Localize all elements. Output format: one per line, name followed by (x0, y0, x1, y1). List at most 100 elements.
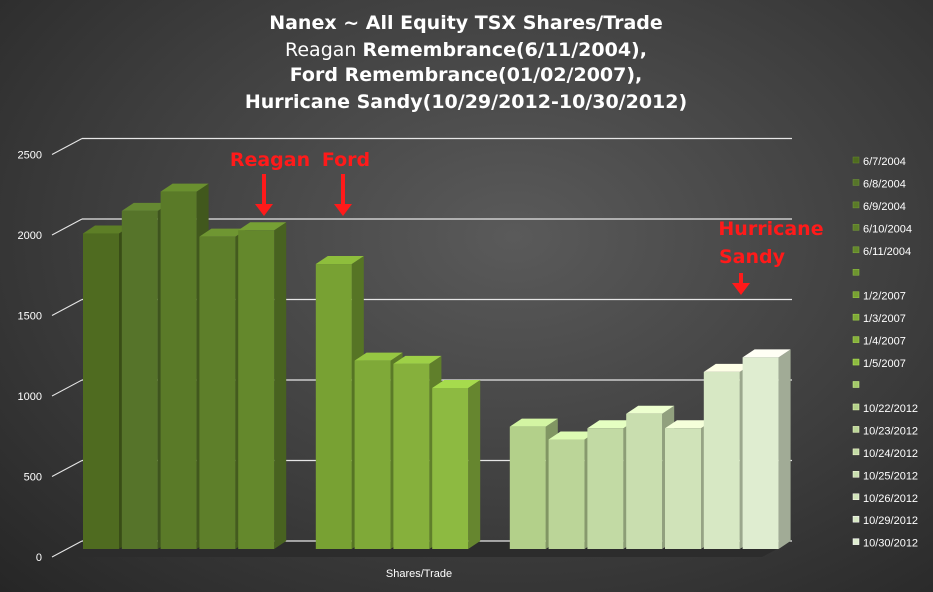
bar-front (160, 191, 197, 549)
legend-swatch (852, 313, 860, 321)
legend-swatch (852, 493, 860, 500)
legend-label: 10/30/2012 (863, 538, 918, 550)
title-line: Nanex ~ All Equity TSX Shares/Trade (269, 12, 663, 34)
legend-swatch (852, 156, 860, 164)
legend-label: 1/4/2007 (863, 336, 906, 348)
legend-label: 1/3/2007 (863, 313, 906, 325)
bar-front (354, 360, 391, 549)
legend-item (852, 269, 860, 276)
legend-item: 10/22/2012 (852, 403, 918, 415)
legend-swatch (852, 471, 860, 478)
legend-item: 1/4/2007 (852, 336, 906, 348)
legend-swatch (852, 179, 860, 186)
y-tick-label: 1500 (18, 311, 42, 323)
bar-front (548, 439, 585, 549)
bar-top (703, 363, 752, 372)
bar-front (238, 230, 275, 549)
title-line: Ford Remembrance(01/02/2007), (290, 64, 643, 86)
bar-front (742, 357, 779, 549)
chart-bars (83, 183, 791, 549)
bar (742, 349, 791, 549)
legend-item: 10/25/2012 (852, 470, 918, 482)
title-line: Reagan Remembrance(6/11/2004), (285, 39, 647, 61)
legend-label: 1/5/2007 (863, 358, 906, 370)
y-tick-label: 2000 (18, 230, 42, 242)
legend-item: 10/30/2012 (852, 538, 918, 550)
gridline-diagonal (51, 540, 83, 558)
legend-swatch (852, 224, 860, 231)
bar-side (468, 380, 481, 549)
bar-front (703, 371, 740, 549)
annotation-arrowhead (732, 283, 750, 295)
legend-item: 1/5/2007 (852, 358, 906, 370)
bar-top (432, 380, 481, 388)
bar-top (548, 431, 597, 440)
legend-swatch (852, 515, 860, 523)
legend-swatch (852, 246, 860, 254)
legend-swatch (852, 269, 860, 276)
bar-top (83, 225, 131, 234)
bar-top (587, 420, 636, 429)
legend-swatch (852, 336, 860, 343)
bar-top (238, 222, 287, 231)
legend-label: 10/24/2012 (863, 448, 918, 460)
annotation-label: Ford (322, 149, 370, 171)
legend-label: 6/7/2004 (863, 156, 906, 168)
bar-front (121, 210, 158, 549)
bar-side (274, 222, 287, 549)
title-line: Hurricane Sandy(10/29/2012-10/30/2012) (245, 91, 687, 113)
annotation: Hurricane Sandy (718, 218, 824, 295)
annotation: Reagan (230, 149, 310, 216)
bar-top (626, 405, 675, 414)
legend-item: 10/24/2012 (852, 448, 918, 460)
bar-top (393, 355, 442, 364)
gridline-diagonal (51, 138, 83, 155)
bar-front (315, 264, 352, 549)
annotation-label: Hurricane Sandy (718, 218, 823, 268)
bar-front (393, 363, 430, 549)
legend-swatch (852, 448, 860, 456)
bar-top (315, 256, 364, 265)
legend-item: 10/23/2012 (852, 425, 918, 437)
bar (432, 380, 481, 549)
bar-front (83, 233, 119, 549)
annotation-arrowhead (255, 204, 273, 216)
legend-label: 6/11/2004 (863, 246, 911, 258)
y-axis-ticks: 0 500 1000 1500 2000 2500 (18, 150, 42, 565)
legend-label: 10/26/2012 (863, 493, 918, 505)
annotation-arrowhead (334, 204, 352, 216)
legend-item: 6/9/2004 (852, 201, 906, 213)
bar-front (626, 413, 663, 549)
legend-item: 10/26/2012 (852, 493, 918, 505)
legend-swatch (852, 291, 860, 298)
legend-label: 1/2/2007 (863, 291, 906, 303)
annotation-label: Reagan (230, 149, 310, 171)
bar-top (509, 418, 558, 427)
legend-item: 6/7/2004 (852, 156, 906, 168)
legend-swatch (852, 201, 860, 209)
legend-label: 10/22/2012 (863, 403, 918, 415)
legend-item: 6/8/2004 (852, 178, 906, 190)
legend-item: 10/29/2012 (852, 515, 918, 527)
y-tick-label: 500 (24, 472, 42, 484)
legend-label: 6/10/2004 (863, 223, 912, 235)
legend-label: 6/8/2004 (863, 178, 906, 190)
bar-side (778, 349, 791, 549)
bar-top (121, 202, 170, 211)
y-tick-label: 1000 (18, 391, 42, 403)
legend-label: 10/25/2012 (863, 470, 918, 482)
bar-front (432, 388, 469, 549)
legend-label: 10/29/2012 (863, 515, 918, 527)
y-tick-label: 0 (36, 552, 42, 564)
legend-swatch (852, 381, 860, 388)
y-tick-label: 2500 (18, 150, 42, 162)
bar-top (665, 420, 713, 429)
legend-swatch (852, 538, 860, 545)
bar (238, 222, 287, 549)
legend-item: 6/11/2004 (852, 246, 911, 258)
bar-top (354, 352, 403, 361)
legend-label: 6/9/2004 (863, 201, 906, 213)
bar-top (160, 183, 209, 192)
bar-top (199, 228, 248, 237)
